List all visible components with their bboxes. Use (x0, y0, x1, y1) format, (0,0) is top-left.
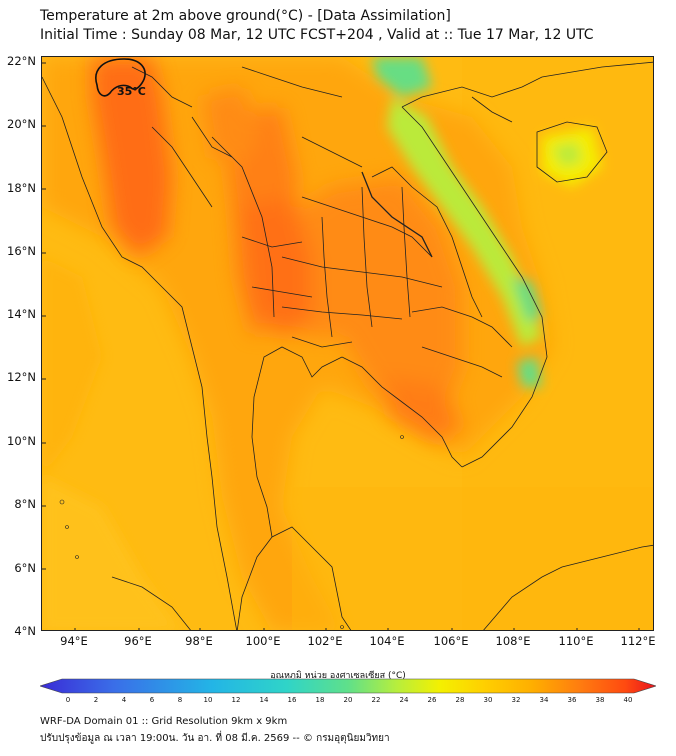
lon-label: 110°E (558, 634, 594, 648)
footer-model-info: WRF-DA Domain 01 :: Grid Resolution 9km … (40, 716, 288, 727)
colorbar-tick-label: 12 (231, 696, 241, 704)
lon-label: 100°E (245, 634, 281, 648)
lat-label: 6°N (14, 561, 36, 575)
colorbar-tick-label: 34 (539, 696, 549, 704)
lon-label: 102°E (307, 634, 343, 648)
colorbar-tick-label: 0 (65, 696, 71, 704)
colorbar-tick-label: 22 (371, 696, 381, 704)
lat-label: 12°N (7, 370, 36, 384)
colorbar-tick-label: 30 (483, 696, 493, 704)
chart-title: Temperature at 2m above ground(°C) - [Da… (40, 8, 451, 24)
lat-label: 10°N (7, 434, 36, 448)
colorbar-tick-label: 40 (623, 696, 633, 704)
islands (59, 435, 404, 629)
lat-label: 14°N (7, 307, 36, 321)
colorbar-tick-label: 32 (511, 696, 521, 704)
contour-35c (95, 58, 146, 97)
colorbar-tick-label: 10 (203, 696, 213, 704)
cool-areas (42, 57, 602, 630)
colorbar-tick-label: 2 (93, 696, 99, 704)
chart-subtitle: Initial Time : Sunday 08 Mar, 12 UTC FCS… (40, 27, 594, 43)
lat-label: 22°N (7, 54, 36, 68)
lon-label: 106°E (433, 634, 469, 648)
contour-label: 35°C (117, 85, 146, 98)
lon-label: 96°E (124, 634, 152, 648)
lat-label: 8°N (14, 497, 36, 511)
frame-ticks (42, 62, 640, 630)
colorbar-tick-label: 36 (567, 696, 577, 704)
lon-label: 98°E (185, 634, 213, 648)
gulf-sea (292, 487, 653, 630)
temperature-map[interactable]: 35°C (41, 56, 654, 631)
colorbar-tick-label: 14 (259, 696, 269, 704)
lat-label: 20°N (7, 117, 36, 131)
lat-label: 4°N (14, 624, 36, 638)
boundaries (42, 61, 653, 630)
colorbar-ramp (40, 678, 656, 694)
colorbar-tick-label: 18 (315, 696, 325, 704)
footer-update-info: ปรับปรุงข้อมูล ณ เวลา 19:00น. วัน อา. ที… (40, 733, 390, 744)
map-canvas (42, 57, 653, 630)
colorbar-tick-label: 4 (121, 696, 127, 704)
colorbar-title: อุณหภูมิ หน่วย องศาเซลเซียส (°C) (270, 671, 406, 681)
colorbar-tick-label: 24 (399, 696, 409, 704)
colorbar-tick-label: 6 (149, 696, 155, 704)
colorbar (40, 678, 656, 694)
lat-label: 16°N (7, 244, 36, 258)
colorbar-tick-label: 8 (177, 696, 183, 704)
colorbar-tick-label: 38 (595, 696, 605, 704)
lon-label: 112°E (620, 634, 656, 648)
colorbar-tick-label: 26 (427, 696, 437, 704)
lon-label: 94°E (60, 634, 88, 648)
lon-label: 108°E (495, 634, 531, 648)
colorbar-tick-label: 20 (343, 696, 353, 704)
lat-label: 18°N (7, 181, 36, 195)
lon-label: 104°E (369, 634, 405, 648)
colorbar-tick-label: 28 (455, 696, 465, 704)
colorbar-tick-label: 16 (287, 696, 297, 704)
